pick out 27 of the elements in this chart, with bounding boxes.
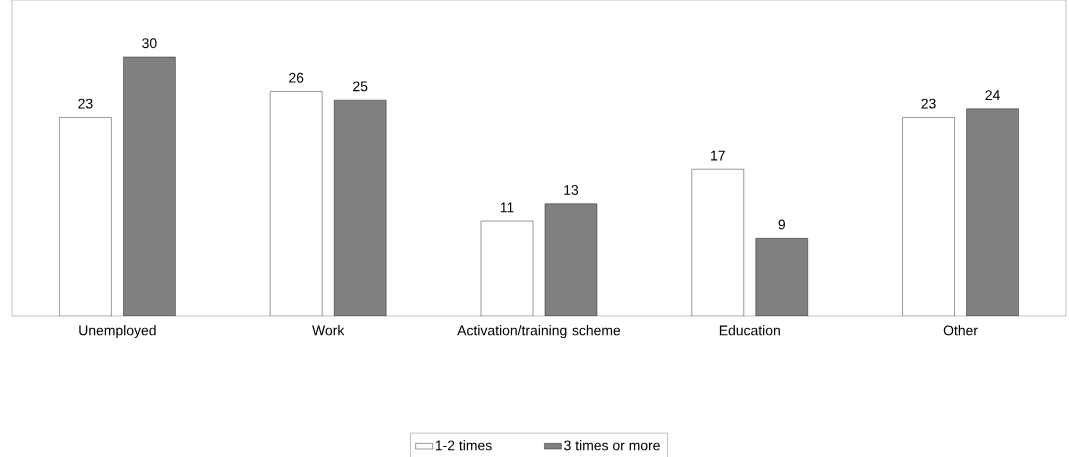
bar: [269, 91, 323, 316]
bar: [966, 108, 1019, 316]
x-tick-label: Education: [719, 325, 780, 336]
data-label: 23: [78, 98, 93, 109]
data-label: 11: [500, 202, 514, 213]
x-tick-label: Activation/training scheme: [457, 325, 621, 339]
legend-label: 3 times or more: [564, 440, 660, 451]
bar: [902, 117, 955, 316]
data-label: 25: [353, 81, 368, 92]
data-label: 17: [711, 150, 725, 161]
legend-label: 1-2 times: [435, 440, 492, 451]
bar: [544, 203, 598, 316]
data-label: 9: [778, 219, 785, 230]
bar: [480, 220, 534, 316]
bar: [333, 99, 387, 316]
bar: [123, 56, 176, 316]
x-tick-label: Other: [943, 325, 978, 336]
data-label: 26: [289, 72, 304, 83]
data-label: 30: [142, 38, 157, 49]
bar: [59, 117, 112, 316]
x-tick-label: Work: [312, 325, 345, 336]
x-tick-label: Unemployed: [79, 325, 156, 339]
data-label: 24: [985, 90, 1000, 100]
data-label: 23: [921, 98, 936, 109]
bar: [691, 169, 744, 316]
bar: [755, 238, 808, 316]
data-label: 13: [564, 185, 579, 195]
